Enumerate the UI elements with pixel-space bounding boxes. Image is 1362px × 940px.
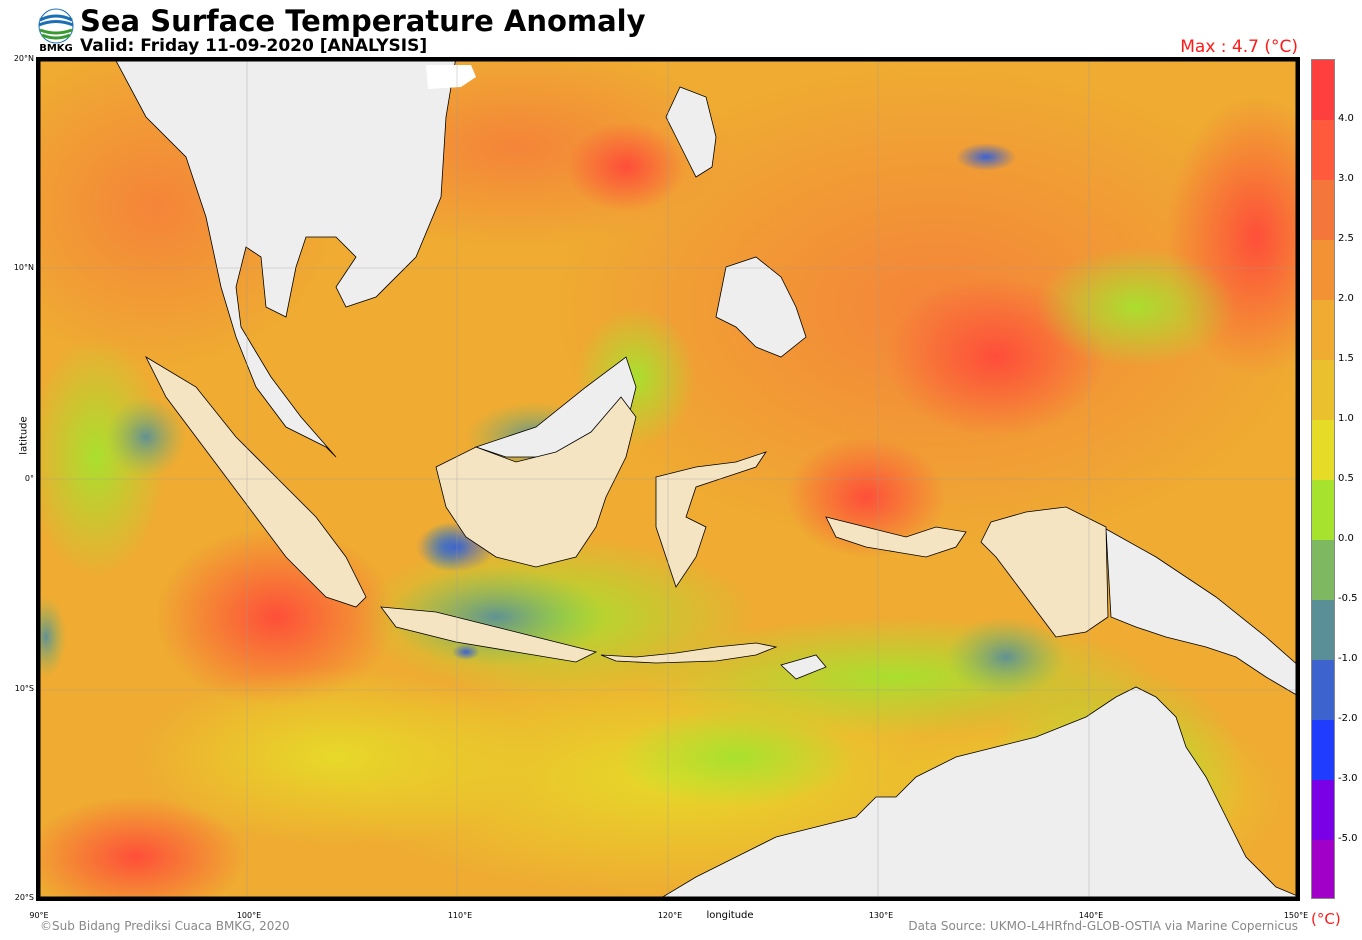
colorbar-label: -1.0 bbox=[1338, 653, 1358, 664]
land-other bbox=[113, 56, 1301, 902]
colorbar-segment bbox=[1312, 720, 1334, 780]
colorbar-label: 3.0 bbox=[1338, 173, 1354, 184]
colorbar-label: -5.0 bbox=[1338, 833, 1358, 844]
colorbar-segment bbox=[1312, 780, 1334, 840]
x-axis-label: longitude bbox=[706, 910, 754, 921]
colorbar-label: 1.0 bbox=[1338, 413, 1354, 424]
colorbar-segment bbox=[1312, 120, 1334, 180]
lon-tick-label: 100°E bbox=[236, 911, 262, 920]
lat-tick-label: 0° bbox=[24, 474, 34, 483]
colorbar-segment bbox=[1312, 420, 1334, 480]
credit-left: ©Sub Bidang Prediksi Cuaca BMKG, 2020 bbox=[40, 919, 290, 933]
data-source-credit: Data Source: UKMO-L4HRfnd-GLOB-OSTIA via… bbox=[908, 919, 1298, 933]
lon-tick-label: 150°E bbox=[1283, 911, 1309, 920]
colorbar-label: -2.0 bbox=[1338, 713, 1358, 724]
lon-tick-label: 140°E bbox=[1078, 911, 1104, 920]
colorbar-segment bbox=[1312, 840, 1334, 898]
colorbar-label: 0.0 bbox=[1338, 533, 1354, 544]
colorbar-label: -0.5 bbox=[1338, 593, 1358, 604]
colorbar-label: 2.5 bbox=[1338, 233, 1354, 244]
lon-tick-label: 130°E bbox=[868, 911, 894, 920]
sst-anomaly-map bbox=[0, 47, 1346, 917]
lon-tick-label: 90°E bbox=[29, 911, 49, 920]
colorbar-segment bbox=[1312, 660, 1334, 720]
lon-tick-label: 120°E bbox=[657, 911, 683, 920]
logo-text: BMKG bbox=[39, 43, 73, 54]
colorbar-segment bbox=[1312, 600, 1334, 660]
max-value-label: Max : 4.7 (°C) bbox=[1180, 37, 1298, 57]
colorbar-label: 1.5 bbox=[1338, 353, 1354, 364]
gridlines bbox=[36, 57, 1300, 901]
colorbar-segment bbox=[1312, 240, 1334, 300]
colorbar-segment bbox=[1312, 480, 1334, 540]
colorbar-segment bbox=[1312, 360, 1334, 420]
land-indonesia bbox=[145, 355, 1109, 664]
colorbar-label: -3.0 bbox=[1338, 773, 1358, 784]
y-axis-label: latitude bbox=[18, 416, 30, 455]
colorbar-label: 4.0 bbox=[1338, 113, 1354, 124]
valid-date-subtitle: Valid: Friday 11-09-2020 [ANALYSIS] bbox=[80, 36, 428, 56]
lat-tick-label: 10°S bbox=[14, 684, 34, 693]
colorbar-label: 0.5 bbox=[1338, 473, 1354, 484]
lat-tick-label: 10°N bbox=[13, 263, 34, 272]
colorbar-label: 2.0 bbox=[1338, 293, 1354, 304]
colorbar-segment bbox=[1312, 300, 1334, 360]
colorbar bbox=[1311, 59, 1335, 899]
colorbar-segment bbox=[1312, 60, 1334, 120]
chart-title: Sea Surface Temperature Anomaly bbox=[80, 4, 646, 38]
lat-tick-label: 20°S bbox=[14, 893, 34, 902]
map-frame-border bbox=[35, 56, 1301, 902]
lon-tick-label: 110°E bbox=[447, 911, 473, 920]
lat-tick-label: 20°N bbox=[13, 54, 34, 63]
colorbar-segment bbox=[1312, 540, 1334, 600]
colorbar-segment bbox=[1312, 180, 1334, 240]
bmkg-logo: BMKG bbox=[36, 8, 76, 56]
colorbar-unit-label: (°C) bbox=[1311, 910, 1341, 928]
